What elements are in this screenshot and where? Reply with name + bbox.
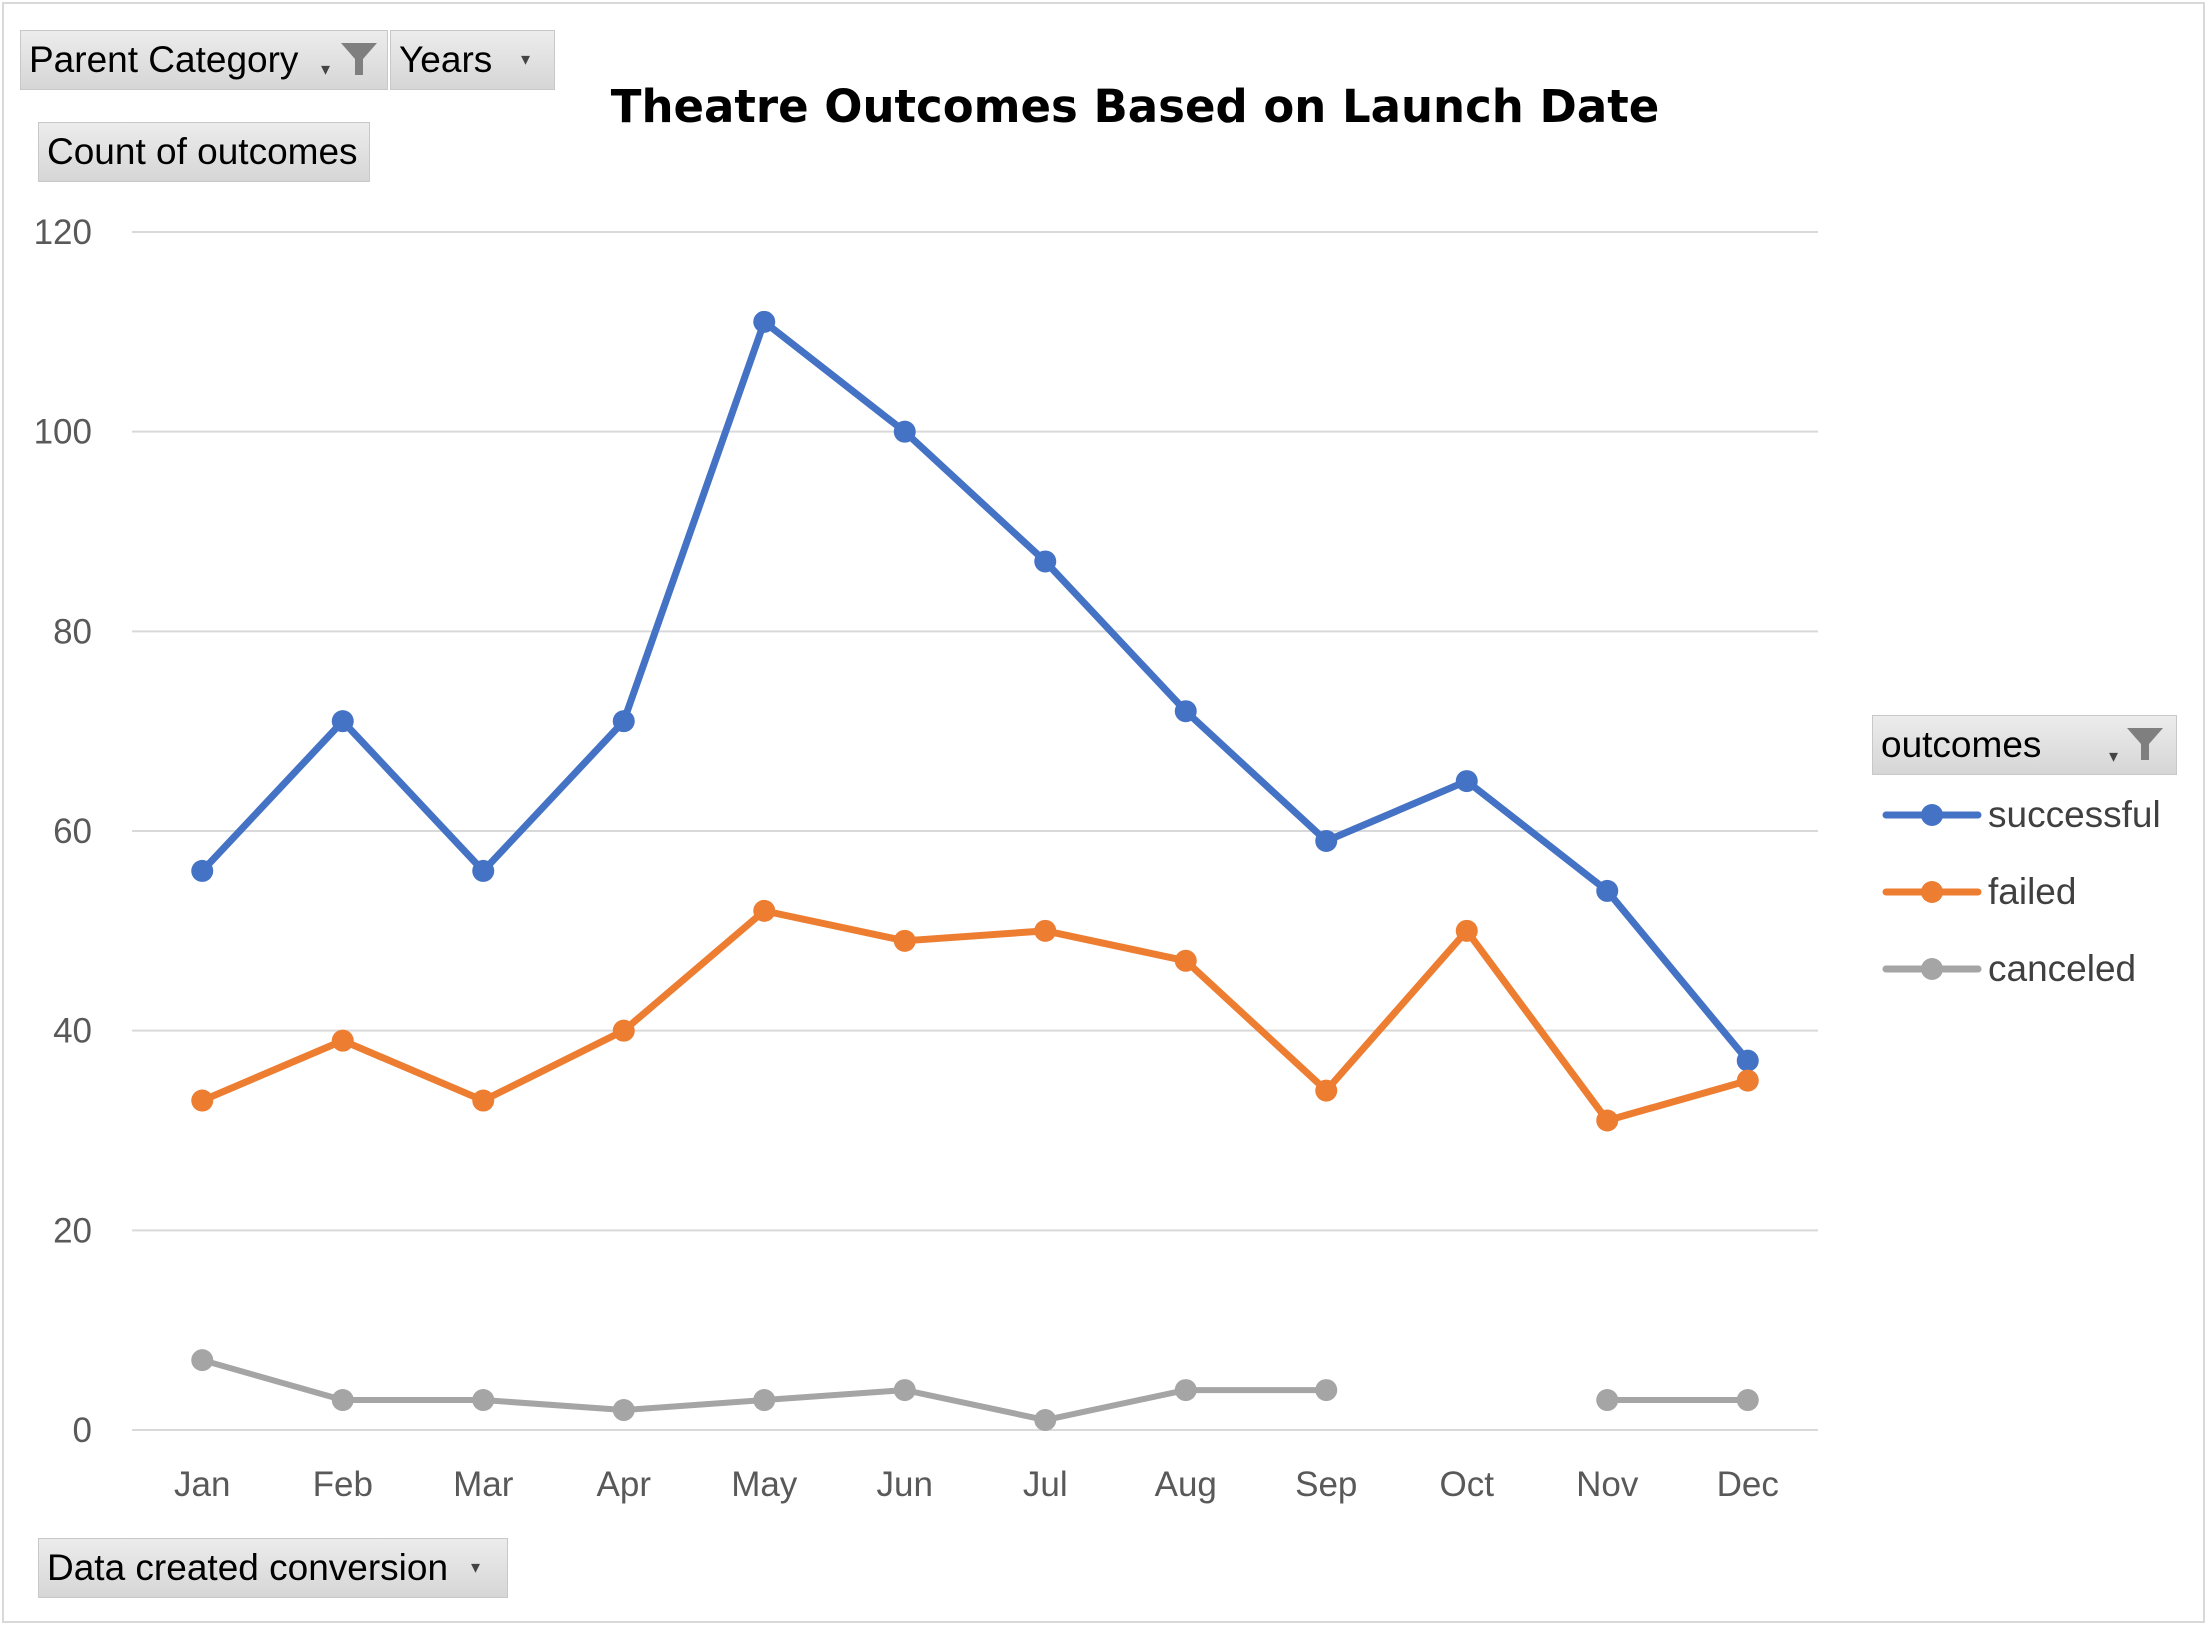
y-tick-label: 100 (34, 413, 92, 452)
parent-category-label: Parent Category (29, 39, 299, 80)
x-tick-label: Oct (1440, 1465, 1495, 1504)
count-of-outcomes-label: Count of outcomes (47, 131, 358, 172)
data-point-failed (893, 929, 916, 952)
data-point-canceled (1315, 1379, 1338, 1402)
data-point-successful (1174, 700, 1197, 723)
count-of-outcomes-field-button[interactable]: Count of outcomes (38, 122, 370, 182)
data-point-successful (191, 859, 214, 882)
dropdown-arrow-icon: ▾ (2109, 746, 2119, 766)
legend-swatch-successful (1882, 804, 1982, 826)
legend-item-failed[interactable]: failed (1882, 867, 2076, 917)
years-field-button[interactable]: Years ▾ (390, 30, 555, 90)
data-point-canceled (1174, 1379, 1197, 1402)
x-tick-label: Nov (1576, 1465, 1639, 1504)
data-point-successful (1034, 550, 1057, 573)
x-tick-label: Mar (453, 1465, 514, 1504)
x-tick-label: Jan (174, 1465, 230, 1504)
y-tick-label: 60 (53, 812, 92, 851)
x-tick-label: Jun (877, 1465, 933, 1504)
data-point-canceled (1034, 1409, 1057, 1432)
y-tick-label: 0 (73, 1411, 92, 1450)
data-point-canceled (753, 1389, 776, 1412)
data-point-failed (191, 1089, 214, 1112)
funnel-filter-icon (341, 43, 377, 75)
y-tick-label: 20 (53, 1211, 92, 1250)
data-point-failed (1034, 919, 1057, 942)
data-point-failed (331, 1029, 354, 1052)
data-point-successful (1736, 1049, 1759, 1072)
data-point-failed (1736, 1069, 1759, 1092)
data-point-canceled (1736, 1389, 1759, 1412)
data-point-failed (1455, 919, 1478, 942)
funnel-filter-icon (2127, 728, 2163, 760)
legend-swatch-canceled (1882, 958, 1982, 980)
y-tick-label: 40 (53, 1012, 92, 1051)
outcomes-field-button[interactable]: outcomes ▾ (1872, 715, 2177, 775)
data-point-canceled (331, 1389, 354, 1412)
data-point-successful (753, 310, 776, 333)
legend-label: failed (1988, 871, 2077, 912)
data-point-successful (1455, 770, 1478, 793)
data-point-successful (1596, 879, 1619, 902)
x-tick-label: Aug (1155, 1465, 1217, 1504)
data-point-canceled (612, 1399, 635, 1422)
x-tick-label: Feb (313, 1465, 373, 1504)
legend-swatch-failed (1882, 881, 1982, 903)
dropdown-arrow-icon: ▾ (321, 59, 331, 79)
legend-label: canceled (1988, 948, 2137, 989)
legend-label: successful (1988, 794, 2161, 835)
x-tick-label: Apr (597, 1465, 652, 1504)
data-point-failed (472, 1089, 495, 1112)
data-point-canceled (1596, 1389, 1619, 1412)
data-point-canceled (472, 1389, 495, 1412)
data-point-successful (893, 420, 916, 443)
legend-item-canceled[interactable]: canceled (1882, 944, 2136, 994)
data-point-canceled (893, 1379, 916, 1402)
data-point-failed (753, 899, 776, 922)
date-created-conversion-label: Data created conversion (47, 1547, 449, 1588)
data-point-successful (612, 710, 635, 733)
dropdown-arrow-icon: ▾ (471, 1557, 481, 1577)
chart-title: Theatre Outcomes Based on Launch Date (610, 80, 1660, 133)
data-point-failed (1315, 1079, 1338, 1102)
data-point-successful (331, 710, 354, 733)
y-tick-label: 120 (34, 213, 92, 252)
data-point-failed (1596, 1109, 1619, 1132)
x-tick-label: Jul (1023, 1465, 1068, 1504)
series-line-failed (198, 907, 1752, 1125)
dropdown-arrow-icon: ▾ (521, 49, 531, 69)
years-label: Years (399, 39, 493, 80)
x-tick-label: May (731, 1465, 798, 1504)
parent-category-field-button[interactable]: Parent Category ▾ (20, 30, 388, 90)
x-tick-label: Dec (1717, 1465, 1779, 1504)
data-point-failed (1174, 949, 1197, 972)
data-point-failed (612, 1019, 635, 1042)
legend-item-successful[interactable]: successful (1882, 790, 2161, 840)
series-line-successful (198, 318, 1752, 1065)
data-point-successful (1315, 829, 1338, 852)
y-tick-label: 80 (53, 612, 92, 651)
date-created-conversion-field-button[interactable]: Data created conversion ▾ (38, 1538, 508, 1598)
data-point-successful (472, 859, 495, 882)
data-point-canceled (191, 1349, 214, 1372)
outcomes-label: outcomes (1881, 724, 2042, 765)
x-tick-label: Sep (1295, 1465, 1357, 1504)
